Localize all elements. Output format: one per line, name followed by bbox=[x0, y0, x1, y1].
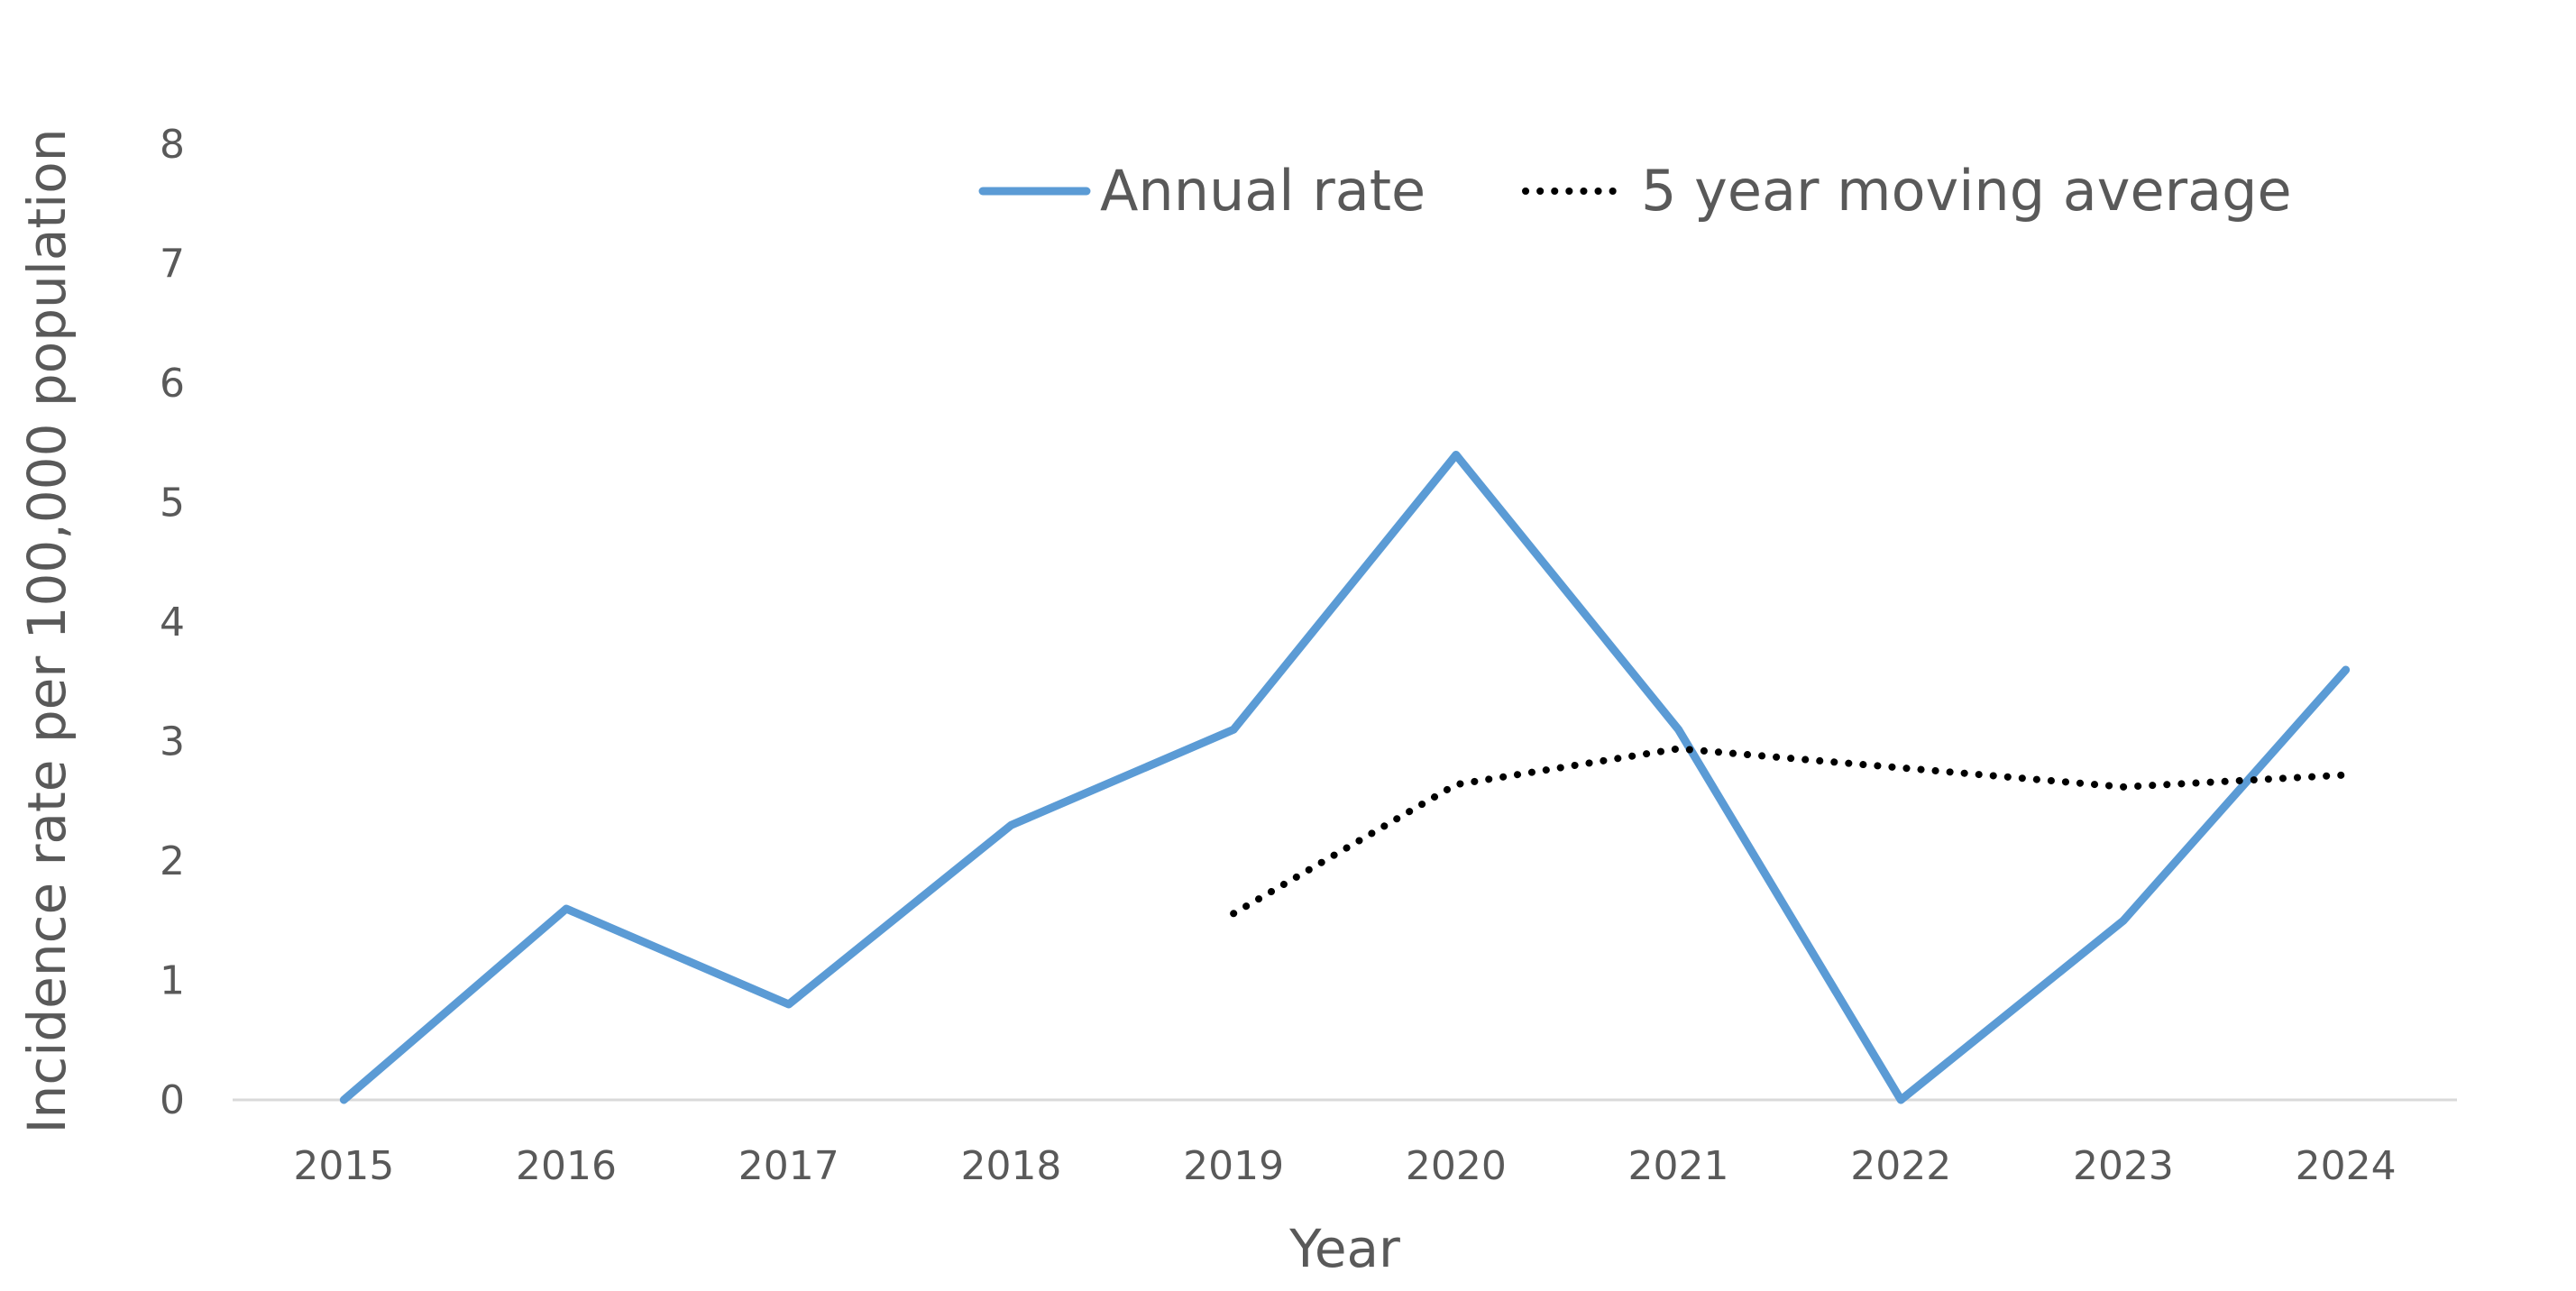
x-axis-title: Year bbox=[1288, 1218, 1400, 1279]
y-tick-label: 3 bbox=[160, 719, 185, 765]
y-tick-label: 0 bbox=[160, 1077, 185, 1123]
y-tick-label: 4 bbox=[160, 600, 185, 646]
moving-average-line bbox=[1230, 745, 2350, 918]
y-axis-ticks: 0 1 2 3 4 5 6 7 8 bbox=[160, 122, 185, 1123]
y-tick-label: 6 bbox=[160, 361, 185, 407]
x-tick-label: 2021 bbox=[1628, 1143, 1729, 1189]
legend-label-annual-rate: Annual rate bbox=[1100, 158, 1426, 224]
series-layer bbox=[339, 451, 2351, 1104]
x-tick-label: 2023 bbox=[2073, 1143, 2174, 1189]
y-axis-title: Incidence rate per 100,000 population bbox=[16, 128, 78, 1133]
legend-label-moving-average: 5 year moving average bbox=[1641, 158, 2292, 224]
y-tick-label: 8 bbox=[160, 122, 185, 168]
x-tick-label: 2024 bbox=[2296, 1143, 2397, 1189]
y-tick-label: 5 bbox=[160, 481, 185, 526]
legend: Annual rate 5 year moving average bbox=[978, 158, 2292, 224]
x-axis-ticks: 2015 2016 2017 2018 2019 2020 2021 2022 2023 2024 bbox=[293, 1143, 2396, 1189]
x-tick-label: 2020 bbox=[1406, 1143, 1507, 1189]
x-tick-label: 2016 bbox=[516, 1143, 617, 1189]
y-tick-label: 1 bbox=[160, 958, 185, 1004]
annual-rate-line bbox=[339, 451, 2351, 1104]
x-tick-label: 2022 bbox=[1850, 1143, 1951, 1189]
x-tick-label: 2015 bbox=[293, 1143, 394, 1189]
x-tick-label: 2017 bbox=[738, 1143, 839, 1189]
y-tick-label: 7 bbox=[160, 242, 185, 288]
x-tick-label: 2018 bbox=[960, 1143, 1061, 1189]
x-tick-label: 2019 bbox=[1183, 1143, 1284, 1189]
y-tick-label: 2 bbox=[160, 838, 185, 884]
